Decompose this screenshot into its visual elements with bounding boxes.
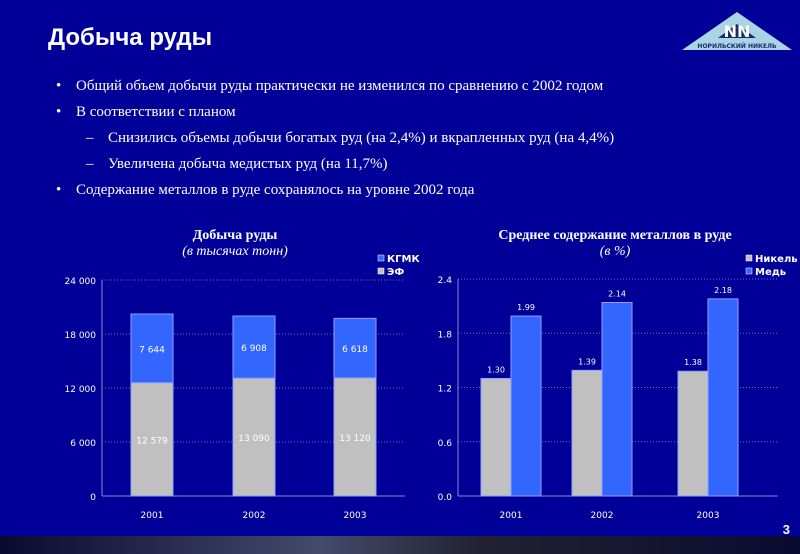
page-title: Добыча руды [48,24,213,51]
footer-strip [0,536,800,554]
legend-swatch [377,267,385,275]
y-tick-label: 1.8 [438,330,453,340]
x-tick-label: 2003 [344,511,367,521]
x-tick-label: 2002 [591,511,614,521]
bar-Медь [601,302,633,497]
data-label: 1.99 [517,303,535,312]
bullet-marker: – [86,156,94,172]
data-label: 13 120 [339,434,371,444]
metal-chart-title: Среднее содержание металлов в руде (в %) [498,228,732,259]
legend-label: Медь [755,267,786,278]
y-tick-label: 24 000 [65,277,97,287]
y-tick-label: 0.0 [438,493,453,503]
bar-Медь [707,298,739,497]
y-tick-label: 18 000 [65,331,97,341]
legend-label: Никель [755,254,798,265]
bar-Никель [480,377,512,497]
bullet-marker: • [56,78,62,94]
bar-Никель [677,370,709,497]
y-tick-label: 0 [90,493,96,503]
data-label: 6 908 [241,344,267,354]
legend-swatch [745,267,753,275]
data-label: 2.14 [608,290,626,299]
bar-КГМК [130,313,174,384]
data-label: 1.39 [578,357,596,366]
bar-ЭФ [232,377,276,497]
ore-chart-title: Добыча руды (в тысячах тонн) [182,228,288,259]
bar-КГМК [232,315,276,379]
bar-КГМК [333,317,377,379]
y-tick-label: 2.4 [438,276,453,286]
legend-label: ЭФ [387,267,404,278]
bar-Медь [510,315,542,497]
y-tick-label: 1.2 [438,385,452,395]
x-tick-label: 2001 [500,511,523,521]
data-label: 6 618 [342,345,368,355]
bullet-text: Общий объем добычи руды практически не и… [76,78,604,94]
x-tick-label: 2003 [697,511,720,521]
y-tick-label: 12 000 [65,385,97,395]
page-number: 3 [782,522,790,537]
bar-ЭФ [333,377,377,497]
legend-swatch [745,254,753,262]
data-label: 1.38 [684,358,702,367]
svg-text:НОРИЛЬСКИЙ НИКЕЛЬ: НОРИЛЬСКИЙ НИКЕЛЬ [697,42,777,50]
y-tick-label: 0.6 [438,439,453,449]
data-label: 1.30 [487,365,505,374]
svg-text:NN: NN [724,22,751,41]
bullet-marker: • [56,104,62,120]
data-label: 12 579 [136,436,168,446]
y-tick-label: 6 000 [70,439,96,449]
bar-Никель [571,369,603,497]
bullet-text: Содержание металлов в руде сохранялось н… [76,182,475,198]
data-label: 13 090 [238,434,270,444]
bullet-text: В соответствии с планом [76,104,236,120]
bullet-text: Снизились объемы добычи богатых руд (на … [108,130,615,146]
bullet-marker: • [56,182,62,198]
norilsk-nickel-logo: NN НОРИЛЬСКИЙ НИКЕЛЬ [682,12,792,50]
legend-swatch [377,254,385,262]
x-tick-label: 2002 [243,511,266,521]
data-label: 2.18 [714,286,732,295]
data-label: 7 644 [139,345,165,355]
bullet-marker: – [86,130,94,146]
legend-label: КГМК [387,254,420,265]
bullet-text: Увеличена добыча медистых руд (на 11,7%) [108,156,388,172]
x-tick-label: 2001 [141,511,164,521]
bar-ЭФ [130,382,174,497]
